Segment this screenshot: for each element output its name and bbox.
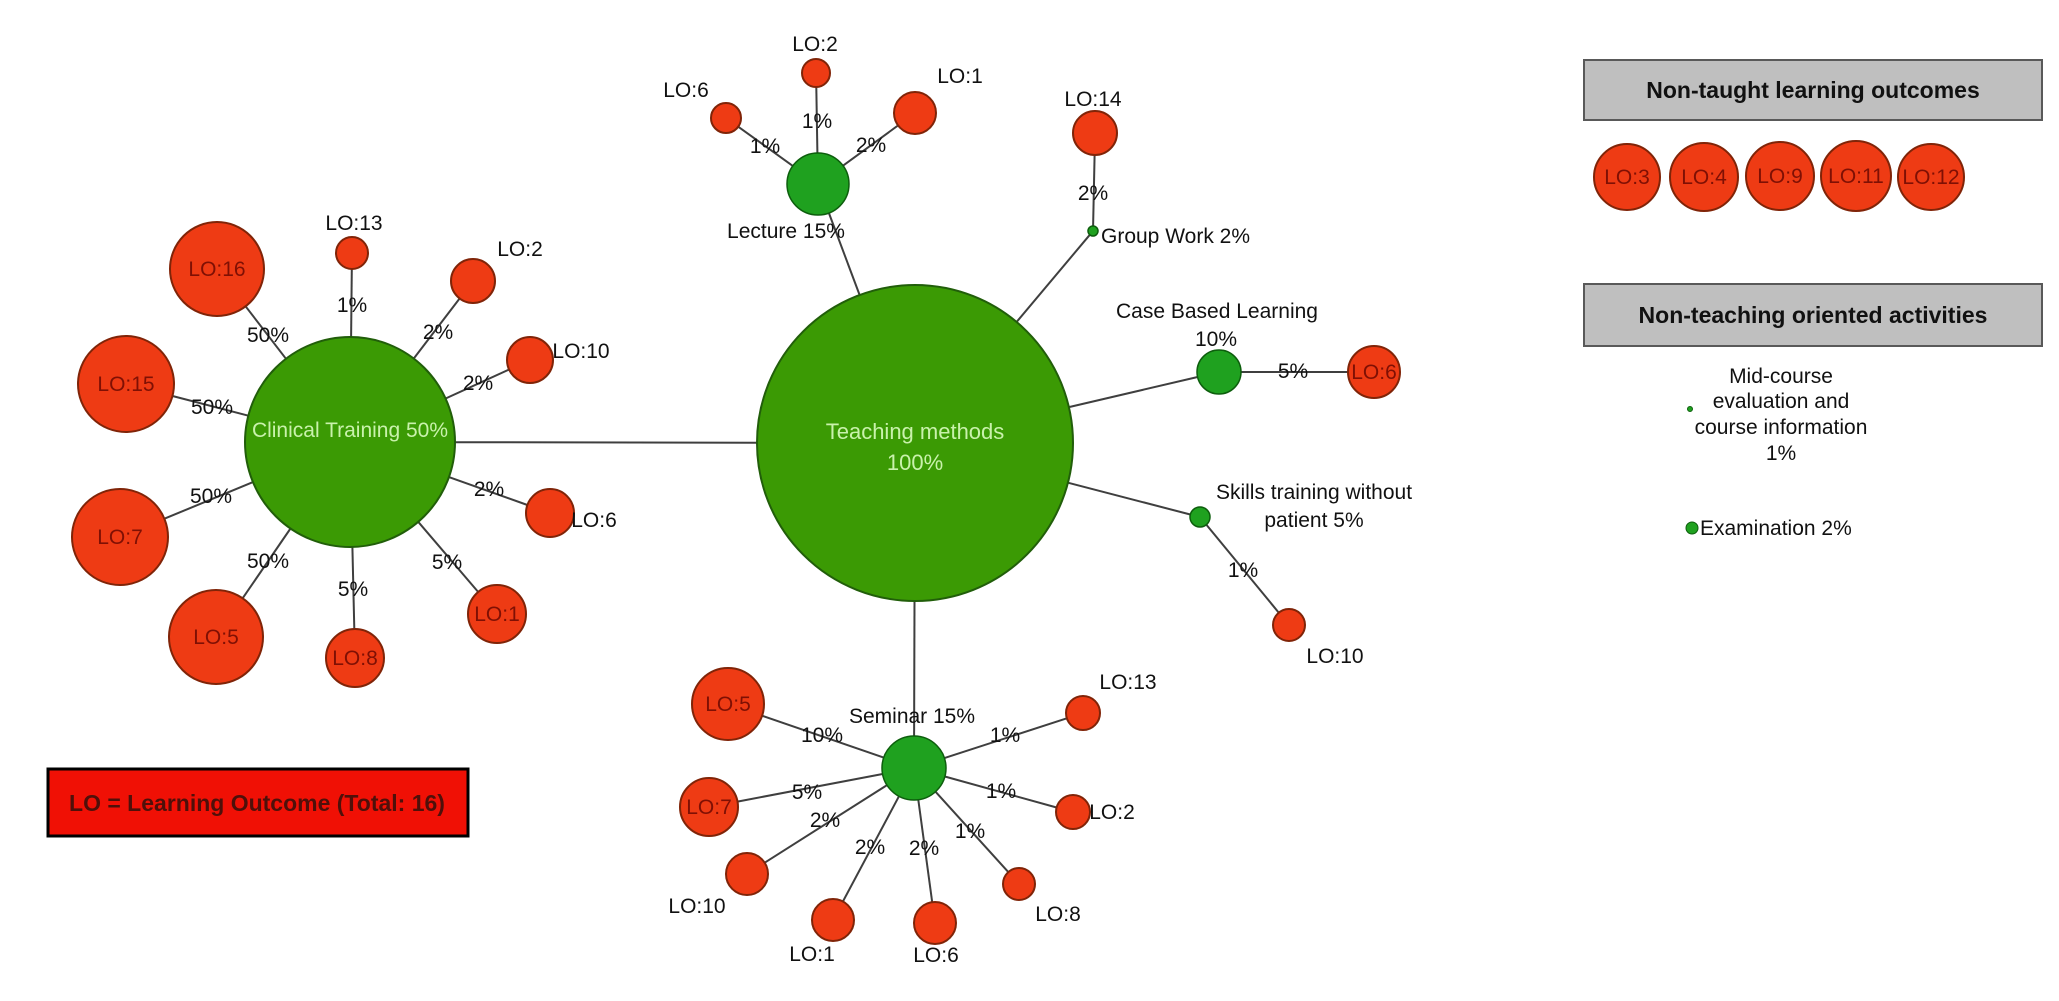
svg-text:Skills training without: Skills training without [1216, 481, 1412, 504]
svg-text:LO:1: LO:1 [474, 603, 520, 626]
svg-text:Lecture 15%: Lecture 15% [727, 220, 845, 243]
svg-text:LO:7: LO:7 [686, 796, 732, 819]
svg-text:10%: 10% [801, 724, 843, 747]
svg-text:Seminar 15%: Seminar 15% [849, 705, 975, 728]
svg-text:LO:10: LO:10 [1306, 645, 1363, 668]
svg-text:5%: 5% [1278, 360, 1308, 383]
svg-text:100%: 100% [887, 450, 943, 475]
svg-text:Non-teaching oriented activiti: Non-teaching oriented activities [1639, 302, 1988, 328]
svg-text:LO = Learning Outcome (Total:: LO = Learning Outcome (Total: 16) [69, 790, 445, 816]
svg-text:50%: 50% [247, 324, 289, 347]
svg-text:LO:8: LO:8 [1035, 903, 1081, 926]
svg-text:10%: 10% [1195, 328, 1237, 351]
svg-text:LO:5: LO:5 [193, 626, 239, 649]
svg-text:LO:7: LO:7 [97, 526, 143, 549]
svg-text:LO:3: LO:3 [1604, 166, 1650, 189]
svg-text:50%: 50% [247, 550, 289, 573]
svg-text:LO:15: LO:15 [97, 373, 154, 396]
svg-text:LO:14: LO:14 [1064, 88, 1122, 111]
svg-text:1%: 1% [337, 294, 367, 317]
svg-text:1%: 1% [955, 820, 985, 843]
svg-text:LO:2: LO:2 [1089, 801, 1135, 824]
svg-text:LO:1: LO:1 [789, 943, 835, 966]
svg-text:1%: 1% [802, 110, 832, 133]
svg-text:LO:2: LO:2 [497, 238, 543, 261]
svg-text:2%: 2% [855, 836, 885, 859]
svg-text:2%: 2% [856, 134, 886, 157]
svg-text:LO:11: LO:11 [1828, 165, 1884, 188]
svg-text:LO:16: LO:16 [188, 258, 245, 281]
svg-text:Mid-course: Mid-course [1729, 365, 1833, 388]
svg-text:2%: 2% [474, 478, 504, 501]
svg-text:Non-taught learning outcomes: Non-taught learning outcomes [1646, 77, 1980, 103]
svg-text:evaluation and: evaluation and [1713, 390, 1850, 413]
svg-text:LO:1: LO:1 [937, 65, 983, 88]
svg-text:2%: 2% [1078, 182, 1108, 205]
svg-text:Clinical Training 50%: Clinical Training 50% [252, 419, 448, 442]
svg-text:LO:13: LO:13 [1099, 671, 1156, 694]
svg-text:5%: 5% [432, 551, 462, 574]
svg-text:1%: 1% [750, 135, 780, 158]
svg-text:LO:6: LO:6 [1351, 361, 1397, 384]
svg-text:Examination 2%: Examination 2% [1700, 517, 1852, 540]
svg-text:LO:10: LO:10 [668, 895, 725, 918]
svg-text:2%: 2% [909, 837, 939, 860]
svg-text:patient 5%: patient 5% [1264, 509, 1363, 532]
svg-text:5%: 5% [792, 781, 822, 804]
svg-text:1%: 1% [986, 780, 1016, 803]
svg-text:course information: course information [1695, 416, 1868, 439]
svg-text:Group Work 2%: Group Work 2% [1101, 225, 1250, 248]
svg-text:LO:2: LO:2 [792, 33, 838, 56]
svg-text:LO:6: LO:6 [571, 509, 617, 532]
svg-text:50%: 50% [191, 396, 233, 419]
svg-text:LO:12: LO:12 [1902, 166, 1959, 189]
svg-text:LO:10: LO:10 [552, 340, 609, 363]
svg-text:1%: 1% [1766, 442, 1796, 465]
svg-text:LO:9: LO:9 [1757, 165, 1803, 188]
svg-text:2%: 2% [463, 372, 493, 395]
svg-text:2%: 2% [810, 809, 840, 832]
svg-text:50%: 50% [190, 485, 232, 508]
svg-text:Case Based Learning: Case Based Learning [1116, 300, 1318, 323]
svg-text:Teaching methods: Teaching methods [826, 419, 1005, 444]
svg-text:2%: 2% [423, 321, 453, 344]
svg-text:1%: 1% [990, 724, 1020, 747]
svg-text:LO:6: LO:6 [663, 79, 709, 102]
svg-text:LO:8: LO:8 [332, 647, 378, 670]
svg-text:LO:6: LO:6 [913, 944, 959, 967]
svg-text:5%: 5% [338, 578, 368, 601]
svg-text:LO:13: LO:13 [325, 212, 382, 235]
svg-text:LO:4: LO:4 [1681, 166, 1727, 189]
svg-text:1%: 1% [1228, 559, 1258, 582]
svg-text:LO:5: LO:5 [705, 693, 751, 716]
